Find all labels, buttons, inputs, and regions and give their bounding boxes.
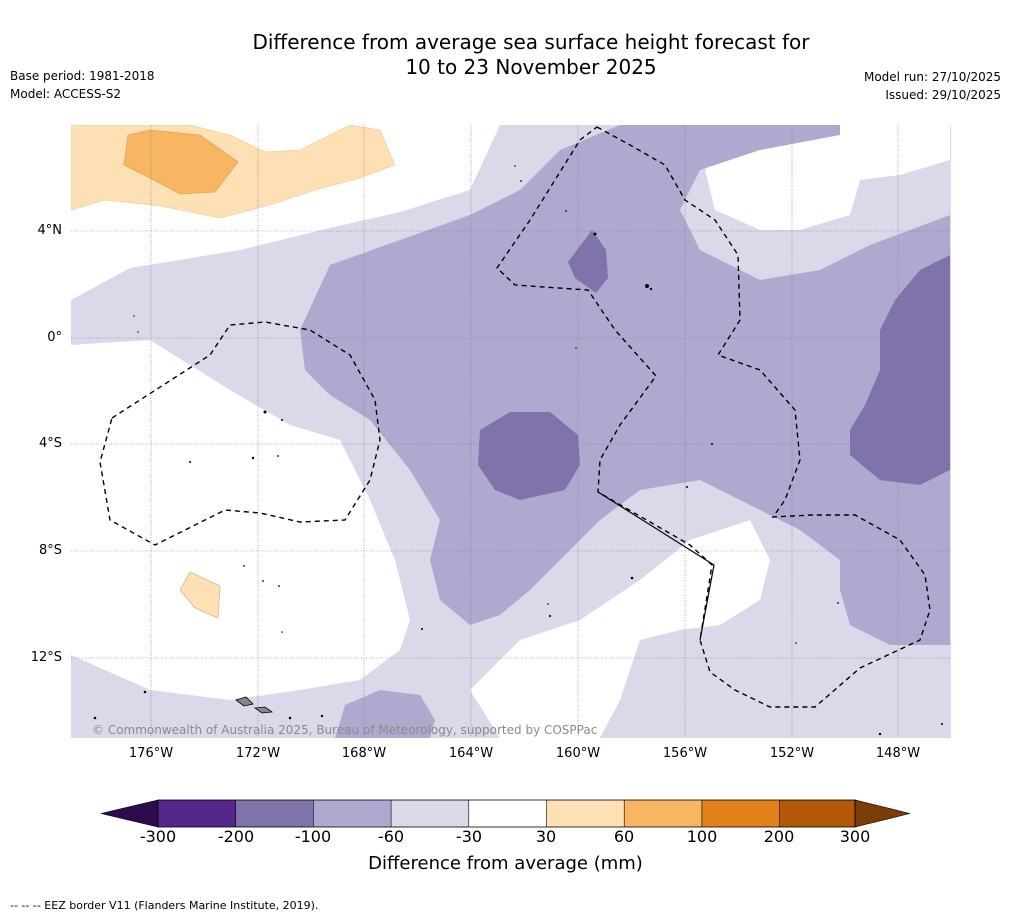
base-period: Base period: 1981-2018 [10,69,155,83]
islands [93,165,943,736]
cb-tick-neg300: -300 [139,827,177,846]
lon-label-148w: 148°W [875,746,921,761]
eez-legend-note: -- -- -- EEZ border V11 (Flanders Marine… [10,899,319,912]
map-title: Difference from average sea surface heig… [0,30,1011,80]
anomaly-field [71,125,951,738]
samoa-island-upolu [235,696,254,707]
lon-label-152w: 152°W [769,746,815,761]
copyright-notice: © Commonwealth of Australia 2025, Bureau… [92,723,598,737]
cb-tick-60: 60 [613,827,635,846]
cb-tick-neg100: -100 [294,827,332,846]
band-pos30-60-west [179,571,221,619]
band-neg100-60-south [335,690,435,738]
band-neg200-100-north [568,230,608,293]
lon-label-156w: 156°W [662,746,708,761]
cb-tick-100: 100 [686,827,718,846]
meta-right: Model run: 27/10/2025 Issued: 29/10/2025 [864,68,1001,104]
lat-label-4s: 4°S [38,436,62,451]
lon-label-164w: 164°W [448,746,494,761]
eez-borders [99,126,931,708]
eez-phoenix-islands [99,321,381,546]
model-run: Model run: 27/10/2025 [863,70,1001,84]
graticule [71,125,951,738]
title-line-1: Difference from average sea surface heig… [252,30,810,54]
lat-label-equator: 0° [47,330,62,345]
band-pos60-100-north [123,129,239,195]
lon-label-160w: 160°W [555,746,601,761]
band-neg200-100-center [478,412,580,500]
model-name: Model: ACCESS-S2 [10,87,122,101]
colorbar-title: Difference from average (mm) [368,853,643,874]
band-neg100-60 [300,125,950,645]
white-region-south-center [470,520,770,738]
samoa-island-savaii [253,706,274,714]
white-region-west [71,340,410,700]
lat-label-12s: 12°S [30,650,62,665]
cb-tick-neg30: -30 [455,827,483,846]
lon-label-172w: 172°W [235,746,281,761]
cb-tick-300: 300 [839,827,871,846]
white-region-northeast [705,125,950,230]
lat-label-4n: 4°N [37,223,63,238]
lon-label-176w: 176°W [128,746,174,761]
solid-border-segment [597,491,715,641]
issued-date: Issued: 29/10/2025 [885,88,1001,102]
meta-left: Base period: 1981-2018 Model: ACCESS-S2 [10,67,155,103]
lat-label-8s: 8°S [38,543,62,558]
band-neg200-100-east [850,255,950,485]
cb-tick-neg200: -200 [217,827,255,846]
cb-tick-30: 30 [535,827,557,846]
cb-tick-neg60: -60 [377,827,405,846]
lon-label-168w: 168°W [341,746,387,761]
title-line-2: 10 to 23 November 2025 [405,55,657,79]
cb-tick-200: 200 [763,827,795,846]
